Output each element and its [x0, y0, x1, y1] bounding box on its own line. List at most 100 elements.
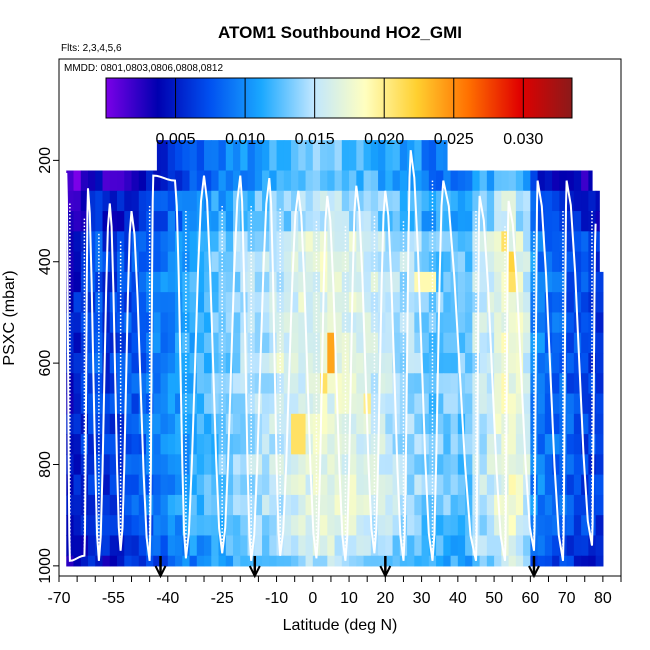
heatmap-cell: [443, 393, 452, 415]
heatmap-cell: [544, 393, 553, 415]
heatmap-cell: [356, 515, 365, 537]
heatmap-cell: [131, 312, 140, 334]
heatmap-cell: [581, 393, 589, 415]
heatmap-cell: [283, 474, 292, 496]
heatmap-cell: [334, 494, 343, 516]
heatmap-cell: [472, 251, 481, 273]
y-tick-label: 400: [37, 248, 54, 275]
heatmap-cell: [508, 231, 517, 253]
heatmap-cell: [356, 292, 365, 314]
heatmap-cell: [269, 373, 278, 395]
heatmap-cell: [385, 474, 394, 496]
heatmap-cell: [494, 332, 502, 354]
heatmap-cell: [262, 140, 270, 172]
heatmap-cell: [341, 494, 350, 516]
heatmap-cell: [515, 454, 524, 476]
heatmap-cell: [88, 231, 96, 253]
heatmap-cell: [102, 434, 111, 455]
heatmap-cell: [595, 211, 600, 232]
heatmap-cell: [595, 292, 604, 314]
heatmap-cell: [160, 170, 169, 192]
heatmap-cell: [479, 312, 488, 334]
heatmap-cell: [370, 292, 379, 314]
heatmap-cell: [305, 555, 314, 567]
heatmap-cell: [494, 292, 502, 314]
heatmap-cell: [501, 312, 510, 334]
heatmap-cell: [124, 454, 133, 476]
x-tick-label: 60: [521, 590, 539, 607]
heatmap-cell: [552, 454, 560, 476]
heatmap-cell: [283, 373, 292, 395]
heatmap-cell: [399, 231, 408, 253]
heatmap-cell: [124, 555, 133, 567]
heatmap-cell: [305, 393, 314, 415]
heatmap-cell: [254, 231, 263, 253]
heatmap-cell: [225, 352, 234, 374]
heatmap-cell: [341, 140, 350, 172]
heatmap-cell: [196, 413, 205, 435]
heatmap-cell: [566, 494, 575, 516]
heatmap-cell: [131, 535, 140, 557]
heatmap-cell: [407, 352, 415, 374]
heatmap-cell: [581, 515, 589, 537]
heatmap-cell: [537, 413, 546, 435]
heatmap-cell: [283, 312, 292, 334]
heatmap-cell: [581, 231, 589, 253]
heatmap-cell: [189, 312, 198, 334]
heatmap-cell: [559, 555, 568, 567]
heatmap-cell: [305, 211, 314, 232]
heatmap-cell: [276, 140, 285, 172]
heatmap-cell: [566, 373, 575, 395]
heatmap-cell: [407, 312, 415, 334]
heatmap-cell: [189, 211, 198, 232]
heatmap-cell: [262, 251, 270, 273]
heatmap-cell: [544, 535, 553, 557]
heatmap-cell: [189, 494, 198, 516]
heatmap-cell: [349, 140, 357, 172]
heatmap-cell: [450, 454, 459, 476]
heatmap-cell: [334, 352, 343, 374]
heatmap-cell: [138, 494, 147, 516]
heatmap-cell: [566, 271, 575, 293]
heatmap-cell: [407, 373, 415, 395]
heatmap-cell: [588, 434, 597, 455]
heatmap-cell: [66, 474, 75, 496]
heatmap-cell: [254, 332, 263, 354]
heatmap-cell: [465, 393, 473, 415]
heatmap-cell: [450, 393, 459, 415]
heatmap-cell: [399, 190, 408, 212]
heatmap-cell: [537, 474, 546, 496]
heatmap-cell: [138, 393, 147, 415]
heatmap-cell: [211, 170, 220, 192]
chart-title: ATOM1 Southbound HO2_GMI: [218, 23, 462, 42]
heatmap-cell: [218, 190, 227, 212]
heatmap-cell: [566, 170, 575, 192]
heatmap-cell: [283, 190, 292, 212]
heatmap-cell: [305, 312, 314, 334]
heatmap-cell: [305, 535, 314, 557]
heatmap-cell: [428, 190, 437, 212]
heatmap-cell: [320, 474, 328, 496]
heatmap-cell: [428, 292, 437, 314]
heatmap-cell: [283, 170, 292, 192]
heatmap-cell: [494, 454, 502, 476]
heatmap-cell: [559, 413, 568, 435]
x-tick-label: -40: [156, 590, 179, 607]
heatmap-cell: [399, 434, 408, 455]
heatmap-cell: [305, 170, 314, 192]
heatmap-cell: [182, 211, 191, 232]
heatmap-cell: [436, 515, 444, 537]
heatmap-cell: [479, 434, 488, 455]
heatmap-cell: [109, 413, 118, 435]
heatmap-cell: [392, 312, 401, 334]
heatmap-cell: [378, 352, 386, 374]
heatmap-cell: [356, 170, 365, 192]
y-axis-label: PSXC (mbar): [1, 270, 18, 365]
heatmap-cell: [233, 170, 241, 192]
heatmap-cell: [501, 211, 510, 232]
heatmap-cell: [515, 231, 524, 253]
heatmap-cell: [349, 494, 357, 516]
heatmap-cell: [80, 555, 89, 567]
heatmap-cell: [305, 231, 314, 253]
heatmap-cell: [515, 211, 524, 232]
